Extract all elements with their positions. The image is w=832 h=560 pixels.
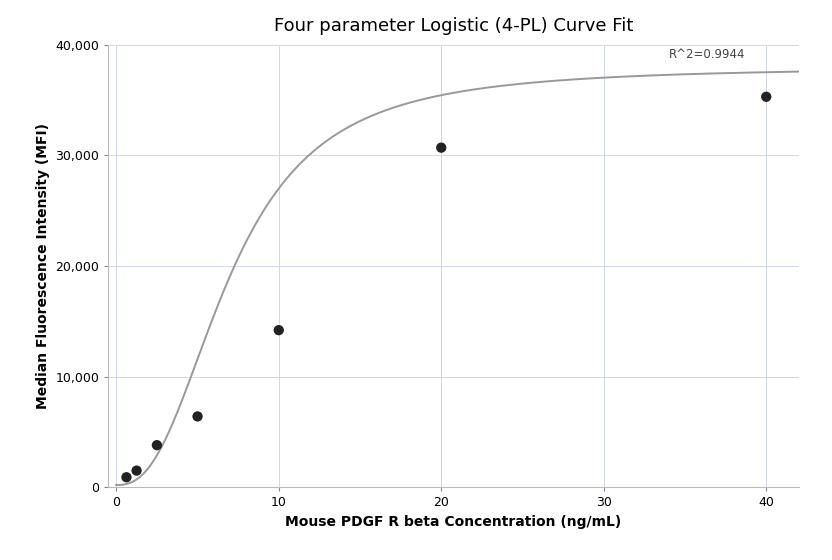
Point (191, 412, 204, 421)
Point (760, 92, 773, 101)
Point (434, 143, 448, 152)
Text: R^2=0.9944: R^2=0.9944 (669, 48, 745, 62)
X-axis label: Mouse PDGF R beta Concentration (ng/mL): Mouse PDGF R beta Concentration (ng/mL) (285, 515, 622, 529)
Point (151, 441, 164, 450)
Point (130, 466, 143, 475)
Point (120, 473, 133, 482)
Title: Four parameter Logistic (4-PL) Curve Fit: Four parameter Logistic (4-PL) Curve Fit (274, 17, 633, 35)
Point (272, 326, 285, 335)
Y-axis label: Median Fluorescence Intensity (MFI): Median Fluorescence Intensity (MFI) (36, 123, 50, 409)
